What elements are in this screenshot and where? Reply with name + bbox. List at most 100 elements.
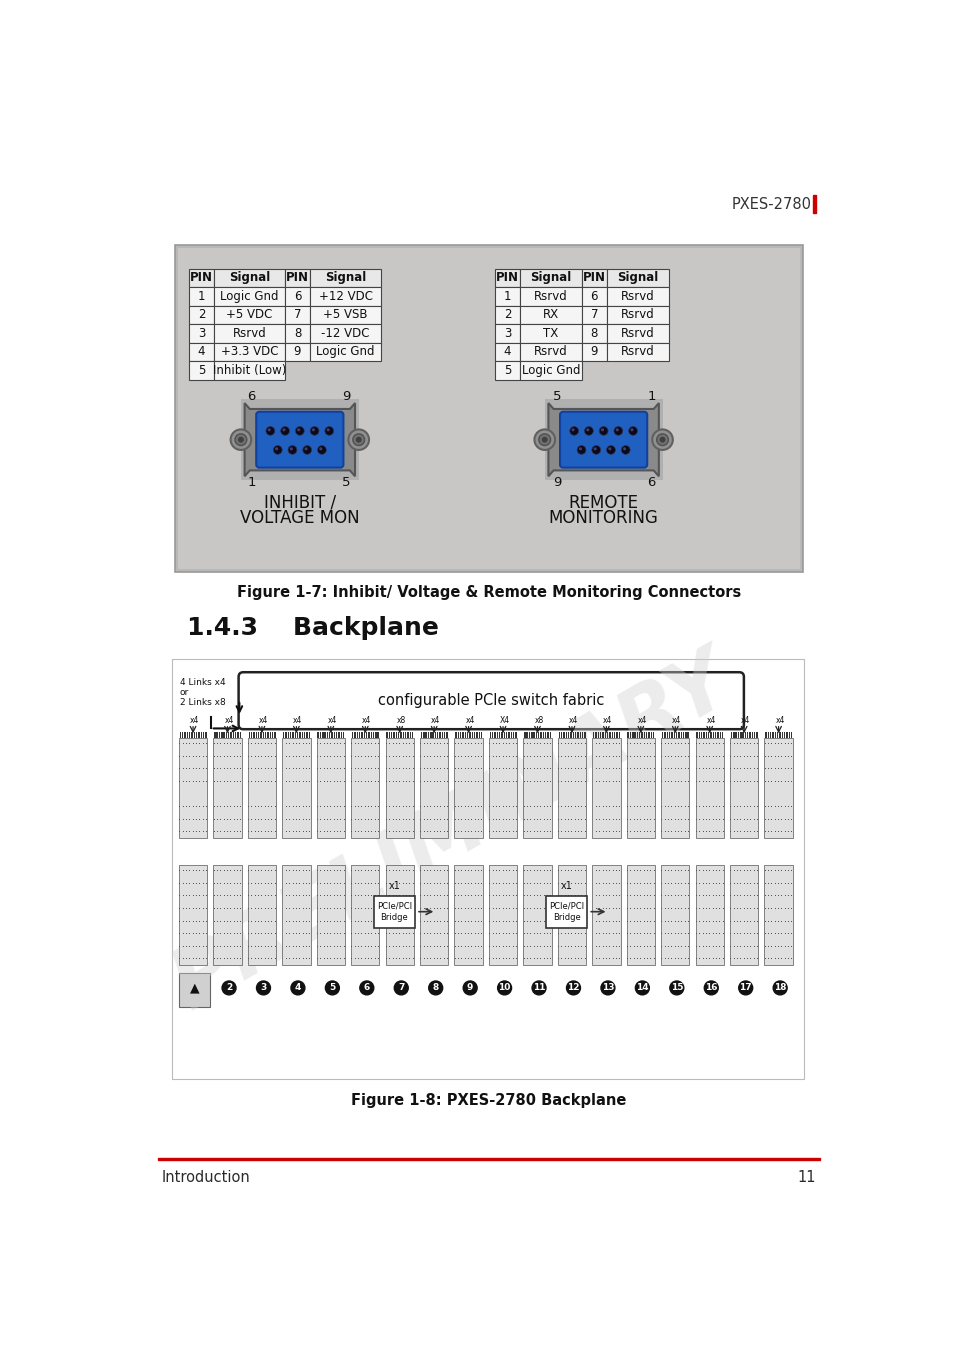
Bar (492, 731, 493, 738)
Bar (536, 731, 537, 738)
Bar (558, 738, 585, 838)
Bar (749, 731, 750, 738)
Bar (519, 268, 581, 287)
Circle shape (353, 433, 364, 445)
Text: Logic Gnd: Logic Gnd (220, 290, 278, 303)
Circle shape (463, 982, 476, 995)
Bar (366, 731, 367, 738)
Bar (425, 731, 426, 738)
Bar (249, 731, 250, 738)
Text: REMOTE: REMOTE (568, 494, 638, 512)
Text: 6: 6 (363, 983, 370, 992)
Circle shape (359, 982, 374, 995)
Circle shape (282, 428, 285, 432)
Bar (812, 195, 815, 214)
Bar (671, 731, 672, 738)
Circle shape (268, 428, 271, 432)
Bar (687, 731, 688, 738)
Bar (544, 399, 661, 479)
Bar (304, 731, 305, 738)
Text: 7: 7 (397, 983, 404, 992)
Circle shape (635, 982, 649, 995)
Bar (519, 306, 581, 324)
Bar (515, 731, 517, 738)
Bar (301, 731, 303, 738)
Bar (606, 731, 608, 738)
Bar (513, 731, 514, 738)
Bar (358, 731, 360, 738)
Bar (306, 731, 308, 738)
Bar (466, 731, 468, 738)
Bar (729, 738, 758, 838)
Bar (616, 731, 617, 738)
Circle shape (304, 447, 307, 451)
Circle shape (630, 428, 633, 432)
Bar (335, 731, 337, 738)
Bar (698, 731, 700, 738)
Bar (373, 731, 374, 738)
Text: Figure 1-8: PXES-2780 Backplane: Figure 1-8: PXES-2780 Backplane (351, 1093, 626, 1108)
Bar (488, 865, 517, 965)
Circle shape (302, 445, 312, 455)
Bar (172, 659, 802, 1079)
Bar (213, 343, 285, 362)
Text: Rsrvd: Rsrvd (233, 326, 266, 340)
Bar (393, 731, 395, 738)
Bar (283, 731, 284, 738)
Bar (495, 268, 519, 287)
Bar (200, 731, 202, 738)
Bar (192, 731, 193, 738)
Bar (707, 731, 709, 738)
Bar (282, 865, 310, 965)
Bar (660, 865, 689, 965)
Text: 8: 8 (294, 326, 301, 340)
Text: 12: 12 (567, 983, 579, 992)
Text: +5 VSB: +5 VSB (323, 309, 368, 321)
Bar (363, 731, 365, 738)
Bar (285, 731, 287, 738)
Bar (340, 731, 342, 738)
Bar (446, 731, 447, 738)
Bar (592, 738, 619, 838)
Circle shape (310, 427, 318, 435)
Bar (213, 731, 215, 738)
Text: x4: x4 (637, 716, 646, 726)
Bar (218, 731, 220, 738)
Bar (495, 324, 519, 343)
Text: Rsrvd: Rsrvd (534, 290, 567, 303)
Text: 10: 10 (497, 983, 510, 992)
Bar (427, 731, 429, 738)
Bar (539, 731, 541, 738)
Bar (443, 731, 445, 738)
Bar (391, 731, 392, 738)
Bar (510, 731, 512, 738)
Text: ▲: ▲ (190, 982, 199, 994)
Text: x4: x4 (293, 716, 302, 726)
Bar (732, 731, 734, 738)
Bar (474, 731, 475, 738)
Circle shape (569, 427, 578, 435)
Circle shape (273, 445, 282, 455)
Bar (519, 362, 581, 379)
Bar (712, 731, 713, 738)
Bar (179, 731, 181, 738)
Bar (386, 731, 387, 738)
Text: +5 VDC: +5 VDC (226, 309, 273, 321)
Bar (469, 731, 470, 738)
Bar (695, 738, 723, 838)
Bar (223, 731, 225, 738)
Circle shape (297, 428, 300, 432)
Text: PCIe/PCI
Bridge: PCIe/PCI Bridge (549, 902, 583, 922)
Bar (356, 731, 357, 738)
Text: x4: x4 (258, 716, 268, 726)
Polygon shape (244, 403, 355, 477)
Bar (226, 731, 227, 738)
Bar (285, 287, 310, 306)
Bar (523, 738, 551, 838)
Circle shape (656, 433, 668, 445)
Bar (721, 731, 722, 738)
Circle shape (600, 982, 615, 995)
Bar (294, 731, 295, 738)
Bar (370, 731, 372, 738)
Bar (480, 731, 481, 738)
